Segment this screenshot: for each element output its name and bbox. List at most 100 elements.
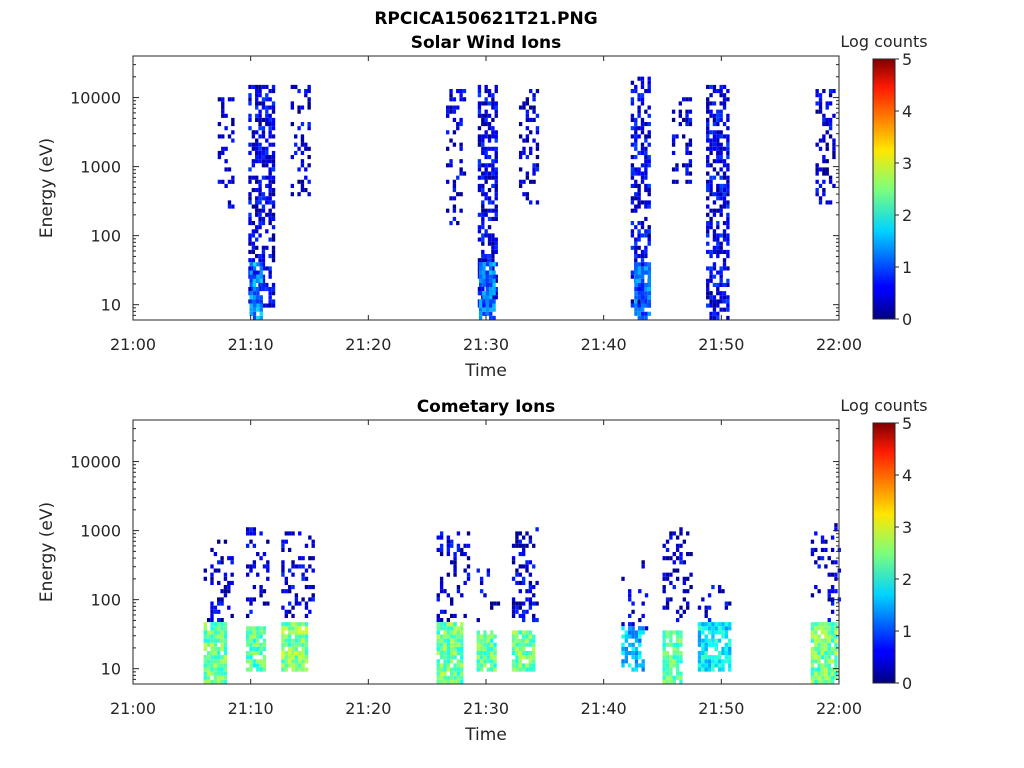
heatmap-cell [223,646,228,652]
heatmap-cell [686,576,690,581]
heatmap-cell [644,109,648,114]
heatmap-cell [834,655,838,660]
heatmap-cell [281,651,285,656]
heatmap-cell [259,593,263,598]
heatmap-cell [709,303,713,308]
heatmap-cell [638,642,642,647]
heatmap-cell [704,605,708,610]
heatmap-cell [719,117,723,123]
heatmap-cell [484,163,488,168]
heatmap-cell [679,679,683,685]
heatmap-cell [466,543,471,548]
heatmap-cell [726,188,730,193]
heatmap-cell [830,667,835,672]
heatmap-cell [258,146,262,151]
heatmap-cell [248,167,252,172]
heatmap-cell [532,97,536,102]
heatmap-cell [638,638,642,643]
heatmap-cell [515,651,519,656]
heatmap-cell [644,175,648,180]
heatmap-cell [484,171,488,176]
heatmap-cell [487,126,492,131]
heatmap-cell [820,547,825,553]
heatmap-cell [298,638,302,643]
heatmap-cell [223,667,228,672]
heatmap-cell [284,663,288,668]
heatmap-cell [719,167,723,172]
heatmap-cell [675,547,680,553]
x-tick-label: 21:00 [110,335,156,354]
heatmap-cell [532,163,536,168]
heatmap-cell [439,663,444,668]
heatmap-cell [478,311,483,316]
heatmap-cell [662,667,666,672]
heatmap-cell [220,560,224,565]
heatmap-cell [265,146,269,151]
heatmap-cell [287,659,292,664]
heatmap-cell [814,585,818,590]
heatmap-cell [456,671,461,676]
heatmap-cell [290,183,295,188]
heatmap-cell [259,295,263,300]
heatmap-cell [827,572,831,577]
heatmap-cell [665,597,670,602]
heatmap-cell [518,564,522,569]
heatmap-cell [456,543,461,548]
heatmap-cell [712,229,717,234]
heatmap-cell [712,282,717,288]
heatmap-cell [477,138,482,143]
heatmap-cell [637,282,641,288]
heatmap-cell [716,171,720,176]
heatmap-cell [268,122,272,127]
heatmap-cell [825,142,829,147]
heatmap-cell [271,167,276,172]
heatmap-cell [662,646,666,652]
heatmap-cell [647,291,652,296]
heatmap-cell [217,618,221,623]
heatmap-cell [491,295,495,300]
heatmap-cell [476,568,480,573]
heatmap-cell [203,675,207,680]
heatmap-cell [213,638,218,643]
heatmap-cell [511,638,516,643]
heatmap-cell [294,142,298,147]
heatmap-cell [817,651,821,656]
heatmap-cell [719,291,723,296]
heatmap-cell [478,278,483,283]
heatmap-cell [206,659,211,664]
heatmap-cell [640,126,645,131]
heatmap-cell [631,642,635,647]
heatmap-cell [701,651,705,656]
heatmap-cell [490,638,494,643]
heatmap-cell [265,266,269,271]
heatmap-cell [518,155,523,160]
heatmap-cell [814,638,818,643]
heatmap-cell [706,134,710,139]
heatmap-cell [640,249,645,255]
heatmap-cell [262,638,267,643]
heatmap-cell [227,200,232,205]
heatmap-cell [634,659,639,664]
heatmap-cell [682,609,687,614]
heatmap-cell [628,663,632,668]
heatmap-cell [281,638,285,643]
heatmap-cell [261,126,266,131]
heatmap-cell [494,146,498,151]
heatmap-cell [481,146,485,151]
heatmap-cell [271,179,276,184]
heatmap-cell [291,642,295,647]
heatmap-cell [834,527,838,532]
heatmap-cell [271,188,276,193]
heatmap-cell [525,568,529,573]
heatmap-cell [268,171,272,176]
heatmap-cell [824,539,828,544]
heatmap-cell [709,225,713,230]
heatmap-cell [483,642,487,647]
heatmap-cell [528,535,533,540]
heatmap-cell [722,84,727,90]
heatmap-cell [297,179,301,184]
heatmap-cell [822,89,826,94]
heatmap-cell [535,527,539,532]
heatmap-cell [304,146,308,151]
heatmap-cell [518,655,522,660]
